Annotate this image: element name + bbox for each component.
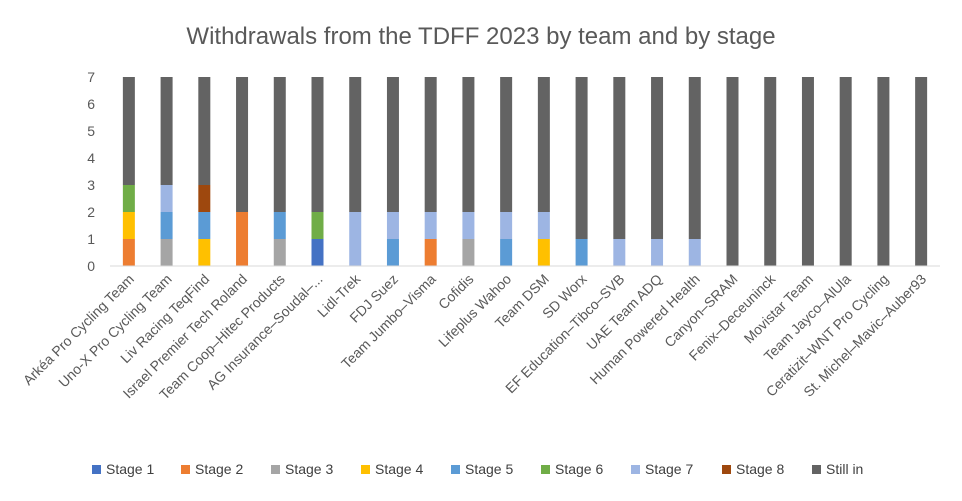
legend-label: Stage 2 [195,461,243,477]
bar-segment [537,239,550,266]
legend-swatch [812,465,821,474]
y-tick-label: 4 [87,150,95,166]
y-tick-label: 2 [87,204,95,220]
bar-segment [877,77,890,266]
legend-swatch [181,465,190,474]
bar-segment [726,77,739,266]
bar-segment [537,77,550,212]
legend-label: Stage 6 [555,461,603,477]
legend-label: Stage 8 [736,461,784,477]
bar-segment [575,239,588,266]
bar-segment [198,239,211,266]
y-tick-label: 5 [87,123,95,139]
legend-label: Stage 7 [645,461,693,477]
legend-swatch [361,465,370,474]
bar-segment [273,212,286,239]
chart-title: Withdrawals from the TDFF 2023 by team a… [186,23,775,50]
bar-segment [160,185,173,212]
bar-segment [688,77,701,239]
bar-segment [462,239,475,266]
bar-segment [349,77,362,212]
y-axis-ticks: 0 1 2 3 4 5 6 7 [87,69,95,274]
legend-label: Stage 1 [106,461,154,477]
legend-swatch [92,465,101,474]
bar-segment [500,77,513,212]
bar-segment [273,77,286,212]
bar-segment [236,77,249,212]
bar-segment [122,239,135,266]
bar-segment [160,239,173,266]
bar-segment [349,212,362,266]
y-tick-label: 3 [87,177,95,193]
bar-segment [311,212,324,239]
bar-segment [462,212,475,239]
legend-swatch [722,465,731,474]
legend: Stage 1 Stage 2 Stage 3 Stage 4 Stage 5 Stage… [92,461,863,477]
bar-segment [122,77,135,185]
bar-segment [915,77,928,266]
bar-segment [122,212,135,239]
bar-segment [801,77,814,266]
bar-segment [424,212,437,239]
bar-segment [839,77,852,266]
legend-label: Still in [826,461,863,477]
bars [122,77,928,266]
bar-segment [273,239,286,266]
bar-segment [613,239,626,266]
bar-segment [500,239,513,266]
bar-segment [236,212,249,266]
bar-segment [613,77,626,239]
bar-segment [160,77,173,185]
bar-segment [500,212,513,239]
y-tick-label: 1 [87,231,95,247]
legend-label: Stage 5 [465,461,513,477]
bar-segment [386,212,399,239]
bar-segment [386,77,399,212]
legend-label: Stage 4 [375,461,423,477]
legend-swatch [271,465,280,474]
bar-segment [122,185,135,212]
bar-segment [160,212,173,239]
bar-segment [764,77,777,266]
bar-segment [651,239,664,266]
bar-segment [424,239,437,266]
bar-segment [198,185,211,212]
bar-segment [424,77,437,212]
bar-segment [198,77,211,185]
legend-label: Stage 3 [285,461,333,477]
bar-segment [575,77,588,239]
legend-swatch [631,465,640,474]
bar-segment [198,212,211,239]
y-tick-label: 0 [87,258,95,274]
bar-segment [462,77,475,212]
bar-segment [311,77,324,212]
bar-segment [688,239,701,266]
bar-segment [651,77,664,239]
bar-segment [537,212,550,239]
bar-segment [311,239,324,266]
legend-swatch [541,465,550,474]
bar-segment [386,239,399,266]
y-tick-label: 7 [87,69,95,85]
y-tick-label: 6 [87,96,95,112]
legend-swatch [451,465,460,474]
